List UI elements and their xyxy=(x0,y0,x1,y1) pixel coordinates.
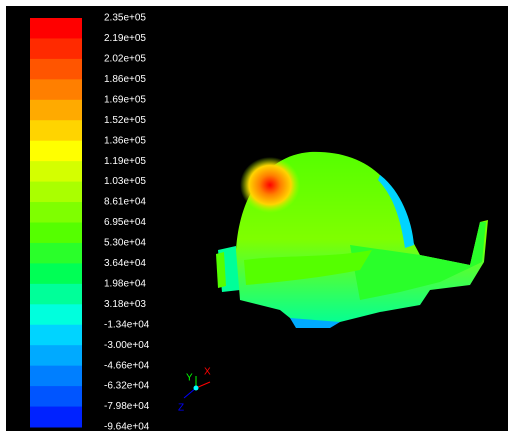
colorbar-band xyxy=(30,79,82,100)
colorbar-label: -6.32e+04 xyxy=(104,381,150,392)
colorbar-label: -7.98e+04 xyxy=(104,401,150,412)
colorbar-label: 5.30e+04 xyxy=(104,238,146,249)
colorbar-band xyxy=(30,100,82,121)
colorbar-label: 2.02e+05 xyxy=(104,54,146,65)
colorbar-band xyxy=(30,263,82,284)
colorbar-band xyxy=(30,18,82,39)
colorbar-band xyxy=(30,182,82,203)
colorbar-band xyxy=(30,202,82,223)
colorbar-band xyxy=(30,366,82,387)
colorbar-label: 1.19e+05 xyxy=(104,156,146,167)
colorbar-band xyxy=(30,243,82,264)
colorbar-label: -9.64e+04 xyxy=(104,422,150,433)
colorbar-band xyxy=(30,407,82,428)
colorbar-band xyxy=(30,161,82,182)
colorbar-label: 2.35e+05 xyxy=(104,13,146,24)
axis-x-label: X xyxy=(204,367,211,378)
colorbar-label: 1.52e+05 xyxy=(104,115,146,126)
colorbar-label: 8.61e+04 xyxy=(104,197,146,208)
colorbar-band xyxy=(30,304,82,325)
colorbar-band xyxy=(30,325,82,346)
colorbar-band xyxy=(30,284,82,305)
viewer: 2.35e+05 2.19e+05 2.02e+05 1.86e+05 1.69e+05… xyxy=(0,0,514,437)
colorbar-band xyxy=(30,120,82,141)
colorbar-band xyxy=(30,141,82,162)
colorbar-label: 2.19e+05 xyxy=(104,33,146,44)
colorbar-label: -3.00e+04 xyxy=(104,340,150,351)
colorbar-band xyxy=(30,38,82,59)
colorbar-label: 1.69e+05 xyxy=(104,94,146,105)
colorbar-label: 1.03e+05 xyxy=(104,176,146,187)
colorbar-label: 1.98e+04 xyxy=(104,278,146,289)
colorbar-label: 3.18e+03 xyxy=(104,299,146,310)
colorbar-label: 1.86e+05 xyxy=(104,74,146,85)
axis-y-label: Y xyxy=(186,373,193,384)
colorbar-band xyxy=(30,59,82,80)
colorbar-label: -4.66e+04 xyxy=(104,360,150,371)
axis-z-label: Z xyxy=(178,403,184,414)
colorbar-label: 1.36e+05 xyxy=(104,135,146,146)
colorbar-label: 3.64e+04 xyxy=(104,258,146,269)
colorbar-label: -1.34e+04 xyxy=(104,319,150,330)
colorbar-band xyxy=(30,345,82,366)
colorbar-label: 6.95e+04 xyxy=(104,217,146,228)
colorbar-band xyxy=(30,386,82,407)
colorbar-band xyxy=(30,223,82,244)
